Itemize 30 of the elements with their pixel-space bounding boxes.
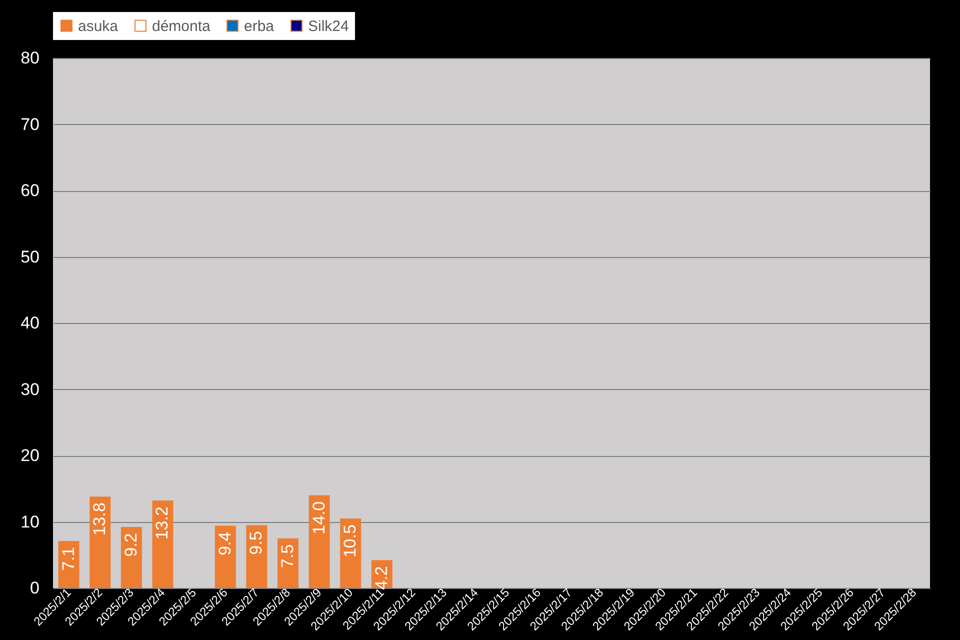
y-tick-label: 70: [20, 114, 40, 134]
bar: [214, 526, 236, 588]
bar: [120, 527, 142, 588]
legend-label: erba: [244, 18, 275, 35]
data-label: 9.4: [215, 532, 234, 556]
y-tick-label: 60: [20, 181, 40, 200]
y-tick-label: 30: [20, 380, 40, 399]
bar: [90, 496, 111, 588]
bar: [152, 500, 174, 588]
legend-label: asuka: [78, 18, 119, 35]
data-label: 4.2: [372, 566, 391, 590]
bar: [246, 525, 268, 588]
data-label: 10.5: [340, 524, 360, 558]
legend-label: démonta: [152, 18, 212, 35]
data-label: 7.1: [58, 546, 78, 571]
y-tick-label: 50: [20, 247, 40, 266]
data-label: 9.5: [246, 531, 266, 555]
y-tick-label: 10: [20, 512, 40, 532]
data-label: 13.8: [90, 502, 110, 536]
data-label: 7.5: [278, 544, 297, 568]
y-tick-label: 80: [20, 48, 40, 68]
y-tick-label: 40: [20, 314, 40, 332]
data-label: 14.0: [309, 501, 328, 534]
data-label: 13.2: [152, 506, 172, 540]
bar: [308, 495, 330, 588]
bar: [58, 540, 80, 588]
legend-label: Silk24: [308, 18, 349, 35]
bar: [277, 538, 298, 588]
data-label: 9.2: [121, 533, 140, 557]
y-tick-label: 20: [20, 446, 40, 465]
